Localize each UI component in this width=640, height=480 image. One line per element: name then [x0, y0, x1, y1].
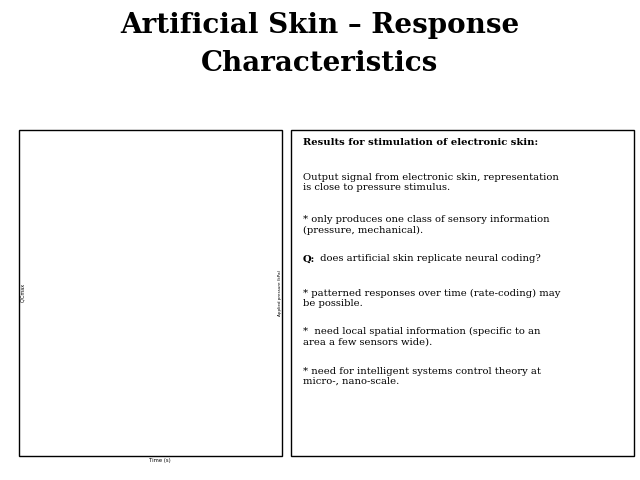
Legend: Output signal, Applied pressure: Output signal, Applied pressure [225, 310, 265, 320]
Legend: Output signal, Applied pressure: Output signal, Applied pressure [225, 133, 265, 143]
Text: 3 Hz: 3 Hz [61, 311, 73, 315]
Text: 1 Hz: 1 Hz [61, 222, 73, 227]
Text: Results for stimulation of electronic skin:: Results for stimulation of electronic sk… [303, 138, 538, 147]
Text: Characteristics: Characteristics [202, 50, 438, 77]
Text: Output signal from electronic skin, representation
is close to pressure stimulus: Output signal from electronic skin, repr… [303, 173, 559, 192]
Legend: Output signal, Applied pressure: Output signal, Applied pressure [225, 398, 265, 408]
Text: Artificial Skin – Response: Artificial Skin – Response [120, 12, 520, 39]
Text: Q:: Q: [303, 254, 315, 264]
X-axis label: Time (s): Time (s) [149, 457, 171, 463]
Text: Applied pressure (kPa): Applied pressure (kPa) [278, 270, 282, 316]
Legend: Output signal, Applied pressure: Output signal, Applied pressure [225, 221, 265, 231]
Text: * only produces one class of sensory information
(pressure, mechanical).: * only produces one class of sensory inf… [303, 215, 549, 235]
Text: * patterned responses over time (rate-coding) may
be possible.: * patterned responses over time (rate-co… [303, 289, 560, 309]
Text: * need for intelligent systems control theory at
micro-, nano-scale.: * need for intelligent systems control t… [303, 367, 541, 386]
Text: 5 Hz: 5 Hz [61, 399, 73, 404]
Text: does artificial skin replicate neural coding?: does artificial skin replicate neural co… [317, 254, 541, 264]
Text: C/Cmax: C/Cmax [20, 283, 25, 302]
Text: *  need local spatial information (specific to an
area a few sensors wide).: * need local spatial information (specif… [303, 327, 540, 347]
